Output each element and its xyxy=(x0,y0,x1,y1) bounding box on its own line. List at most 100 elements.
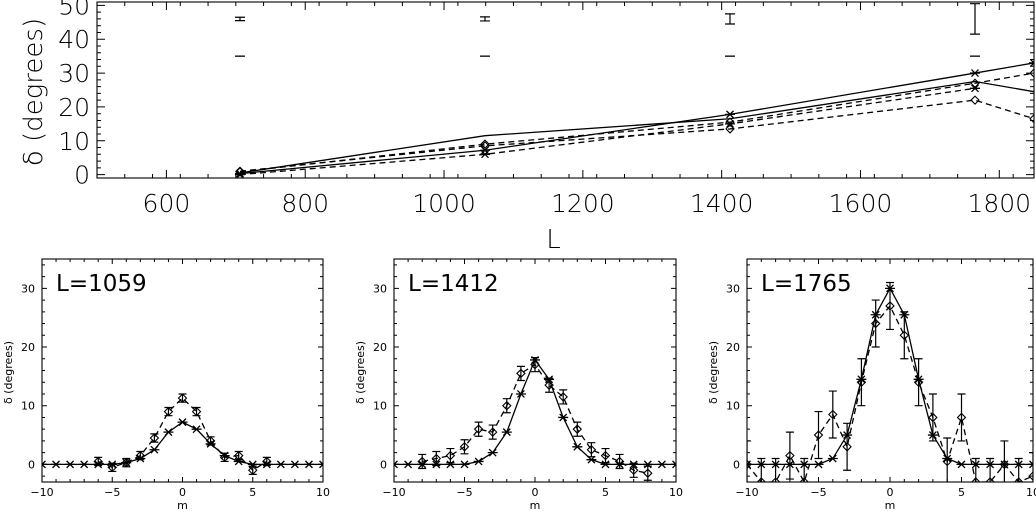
diamond-marker xyxy=(970,78,980,89)
diamond-marker xyxy=(205,436,216,446)
diamond-marker xyxy=(107,462,118,473)
asterisk-marker xyxy=(479,150,490,159)
x-axis-label: m xyxy=(177,499,188,512)
error-bar xyxy=(502,398,511,414)
x-tick-label: 600 xyxy=(143,189,191,218)
error-bar xyxy=(747,440,751,482)
diamond-marker xyxy=(586,444,597,455)
diamond-marker xyxy=(600,450,611,461)
diamond-marker xyxy=(813,430,824,440)
asterisk-marker xyxy=(42,460,47,469)
y-tick-label: 20 xyxy=(373,341,387,354)
diamond-marker xyxy=(770,477,781,482)
x-axis-label: m xyxy=(885,499,896,512)
error-bar xyxy=(957,393,966,442)
asterisk-marker xyxy=(275,460,286,469)
diamond-marker xyxy=(913,377,924,388)
data-layer xyxy=(394,355,676,481)
diamond-marker xyxy=(756,477,767,482)
error-bar xyxy=(928,393,937,442)
series-line-5 xyxy=(239,87,976,176)
asterisk-marker xyxy=(191,425,202,434)
y-axis-label: δ (degrees) xyxy=(19,18,49,166)
diamond-marker xyxy=(163,406,174,417)
y-tick-label: 30 xyxy=(726,282,740,295)
y-tick-label: 10 xyxy=(373,400,387,413)
error-bar xyxy=(814,410,823,460)
y-axis-label: δ (degrees) xyxy=(2,341,15,404)
asterisk-marker xyxy=(65,460,76,469)
x-tick-label: 10 xyxy=(669,486,683,499)
asterisk-marker xyxy=(149,445,160,454)
y-tick-label: 20 xyxy=(726,341,740,354)
y-tick-label: 0 xyxy=(28,458,35,471)
diamond-marker xyxy=(135,450,146,461)
error-bar xyxy=(446,447,455,464)
x-tick-label: 800 xyxy=(281,189,329,218)
diamond-marker xyxy=(473,424,484,434)
diamond-marker xyxy=(1013,477,1024,482)
y-axis-label: δ (degrees) xyxy=(354,341,367,404)
panel-label: L=1412 xyxy=(408,271,499,297)
error-bar xyxy=(1029,452,1033,482)
error-bar xyxy=(986,457,995,482)
asterisk-marker xyxy=(79,460,90,469)
diamond-marker xyxy=(219,452,230,463)
y-tick-label: 20 xyxy=(58,93,90,122)
error-bar xyxy=(914,358,923,407)
diamond-marker xyxy=(885,301,895,311)
diamond-marker xyxy=(1028,471,1033,481)
asterisk-marker xyxy=(303,460,314,469)
x-tick-label: 5 xyxy=(958,486,965,499)
asterisk-marker xyxy=(970,84,981,93)
diamond-marker xyxy=(558,392,568,402)
data-layer xyxy=(42,393,323,476)
y-tick-label: 0 xyxy=(74,161,90,190)
x-axis-label: m xyxy=(530,499,541,512)
x-tick-label: −5 xyxy=(456,486,472,499)
error-bar xyxy=(1014,457,1023,482)
x-tick-label: 10 xyxy=(316,486,330,499)
asterisk-marker xyxy=(1028,460,1033,469)
error-bar xyxy=(943,437,952,482)
asterisk-marker xyxy=(956,460,967,469)
diamond-marker xyxy=(516,368,526,379)
diamond-marker xyxy=(842,442,852,452)
y-tick-label: 30 xyxy=(373,282,387,295)
error-bar xyxy=(643,465,652,481)
diamond-marker xyxy=(828,409,838,420)
asterisk-marker xyxy=(1029,58,1034,67)
error-bar xyxy=(460,439,469,455)
data-layer xyxy=(747,281,1033,482)
asterisk-marker xyxy=(827,454,838,463)
series-line-3 xyxy=(239,72,1034,173)
diamond-marker xyxy=(856,377,867,388)
y-tick-label: 20 xyxy=(21,341,35,354)
chart-panel-3: −10 −5 0 5 10 0 10 20 30 m δ (degrees) L=1412 xyxy=(354,258,683,512)
scale-error-bar xyxy=(970,3,981,35)
x-tick-label: 1200 xyxy=(551,189,615,218)
series-line-4 xyxy=(239,99,1034,172)
error-bar xyxy=(757,457,766,482)
diamond-marker xyxy=(262,456,272,467)
x-tick-label: 10 xyxy=(1026,486,1036,499)
diamond-marker xyxy=(899,330,910,341)
asterisk-marker xyxy=(318,460,323,469)
plot-frame xyxy=(96,1,1035,179)
error-bar xyxy=(800,457,809,482)
series-line-2 xyxy=(422,363,648,474)
asterisk-marker xyxy=(558,413,569,422)
diamond-marker xyxy=(177,393,188,403)
asterisk-marker xyxy=(572,442,583,451)
diamond-marker xyxy=(459,442,470,452)
x-tick-label: −5 xyxy=(810,486,826,499)
diamond-marker xyxy=(417,456,427,467)
x-tick-label: 5 xyxy=(249,486,256,499)
diamond-marker xyxy=(445,450,456,461)
diamond-marker xyxy=(149,433,160,443)
error-bar xyxy=(629,462,638,478)
diamond-marker xyxy=(233,450,244,461)
y-tick-label: 50 xyxy=(58,0,90,20)
x-tick-label: 0 xyxy=(887,486,894,499)
